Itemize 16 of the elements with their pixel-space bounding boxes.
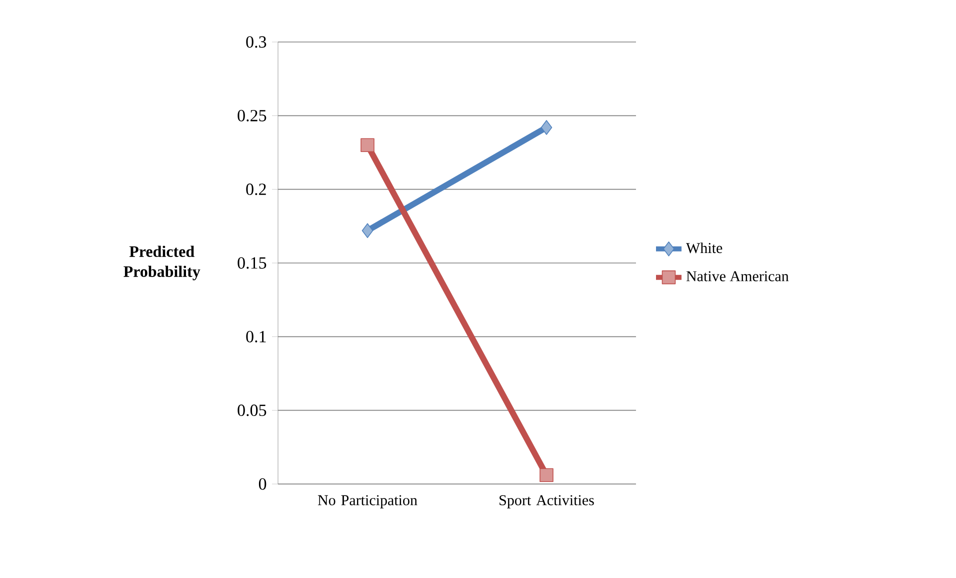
y-tick-label: 0.25 (238, 110, 266, 122)
y-tick-label: 0.3 (246, 36, 266, 48)
y-tick-label: 0.15 (238, 257, 266, 269)
y-tick-label: 0 (258, 478, 266, 490)
legend-label: Native American (686, 271, 789, 282)
y-axis-title: Predicted Probability (124, 246, 200, 280)
point (540, 468, 554, 482)
y-tick-label: 0.1 (246, 330, 266, 342)
point (540, 120, 552, 135)
y-tick-label: 0.05 (238, 404, 266, 416)
point (360, 138, 374, 152)
y-tick-label: 0.2 (246, 184, 266, 196)
point (362, 223, 374, 238)
legend-label: White (686, 242, 722, 254)
x-tick-label: No Participation (318, 495, 418, 508)
x-tick-label: Sport Activities (500, 495, 594, 508)
